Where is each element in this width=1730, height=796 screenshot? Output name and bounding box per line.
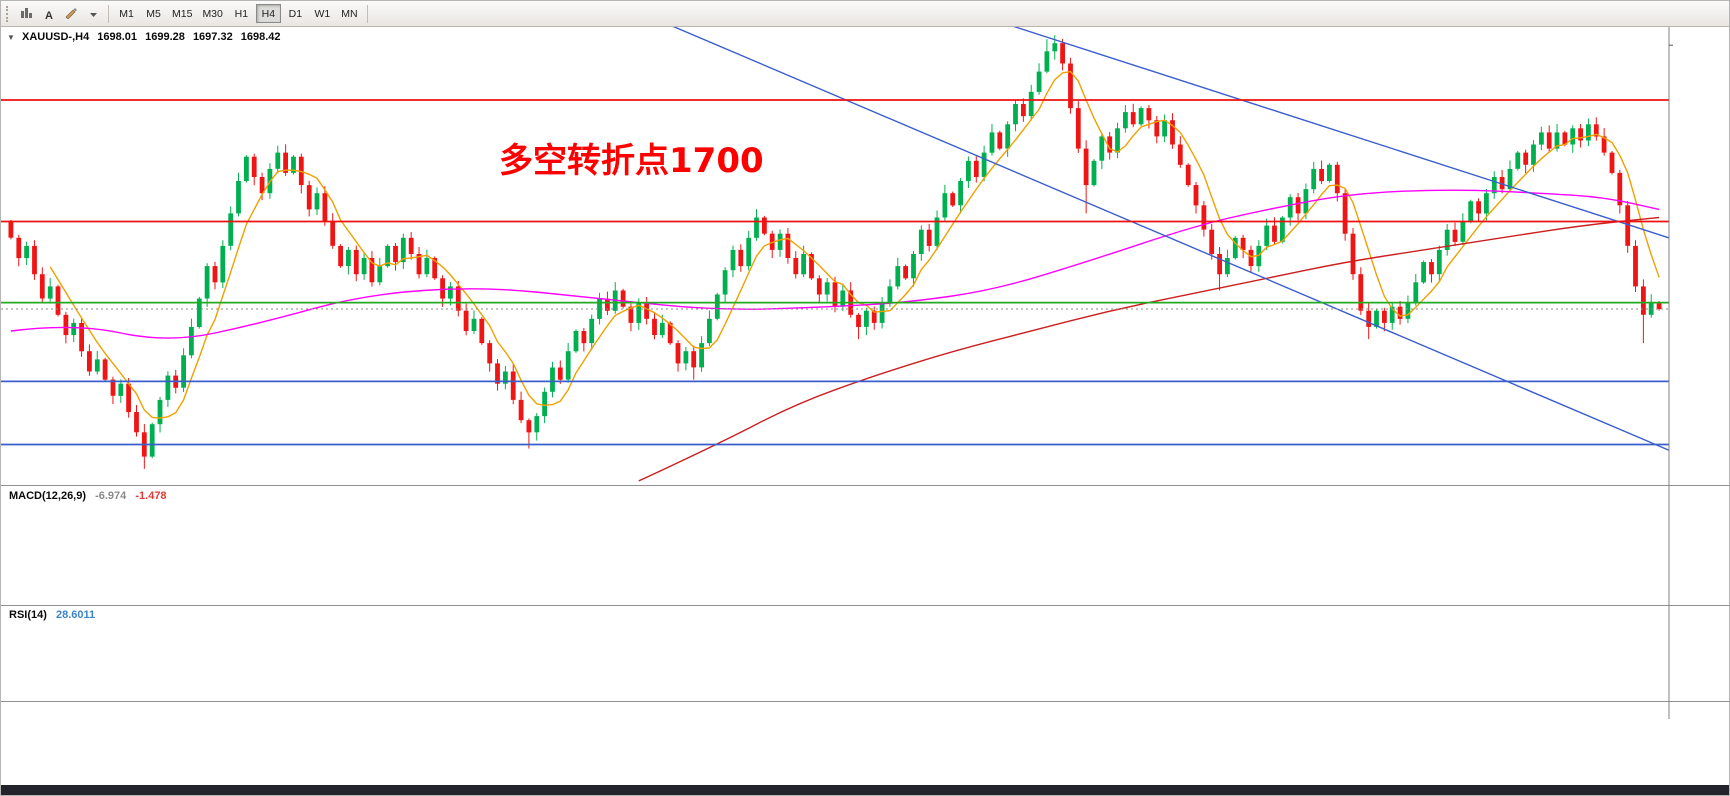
timeframe-buttons: M1 M5 M15 M30 H1 H4 D1 W1 MN — [113, 4, 363, 24]
toolbar: A M1 M5 M15 M30 H1 H4 D1 W1 MN — [1, 1, 1729, 27]
timeframe-m1-button[interactable]: M1 — [114, 4, 139, 23]
horizontal-level-lines[interactable] — [1, 99, 1669, 446]
text-tool-icon[interactable]: A — [45, 9, 53, 22]
toolbar-separator-2 — [366, 4, 368, 23]
timeframe-mn-button[interactable]: MN — [337, 4, 362, 23]
fast-ma — [49, 70, 1660, 419]
slow-ma — [638, 216, 1660, 482]
timeframe-m5-button[interactable]: M5 — [141, 4, 166, 23]
toolbar-icons: A — [16, 2, 104, 26]
dropdown-caret-icon[interactable] — [83, 4, 103, 24]
descending-trendline-minor[interactable] — [890, 1, 1706, 250]
toolbar-grip[interactable] — [6, 5, 11, 22]
draw-tool-icon[interactable] — [61, 2, 81, 22]
timeframe-m30-button[interactable]: M30 — [198, 4, 226, 23]
timeframe-h1-button[interactable]: H1 — [229, 4, 254, 23]
timeframe-w1-button[interactable]: W1 — [310, 4, 335, 23]
descending-trendline-major[interactable] — [560, 1, 1722, 473]
mid-ma — [10, 189, 1660, 339]
toolbar-separator — [108, 4, 109, 23]
timeframe-h4-button[interactable]: H4 — [255, 4, 281, 24]
timeframe-m15-button[interactable]: M15 — [168, 4, 196, 23]
timeframe-d1-button[interactable]: D1 — [283, 4, 308, 23]
taskbar-strip[interactable] — [1, 785, 1729, 795]
charts-icon[interactable] — [17, 2, 37, 22]
